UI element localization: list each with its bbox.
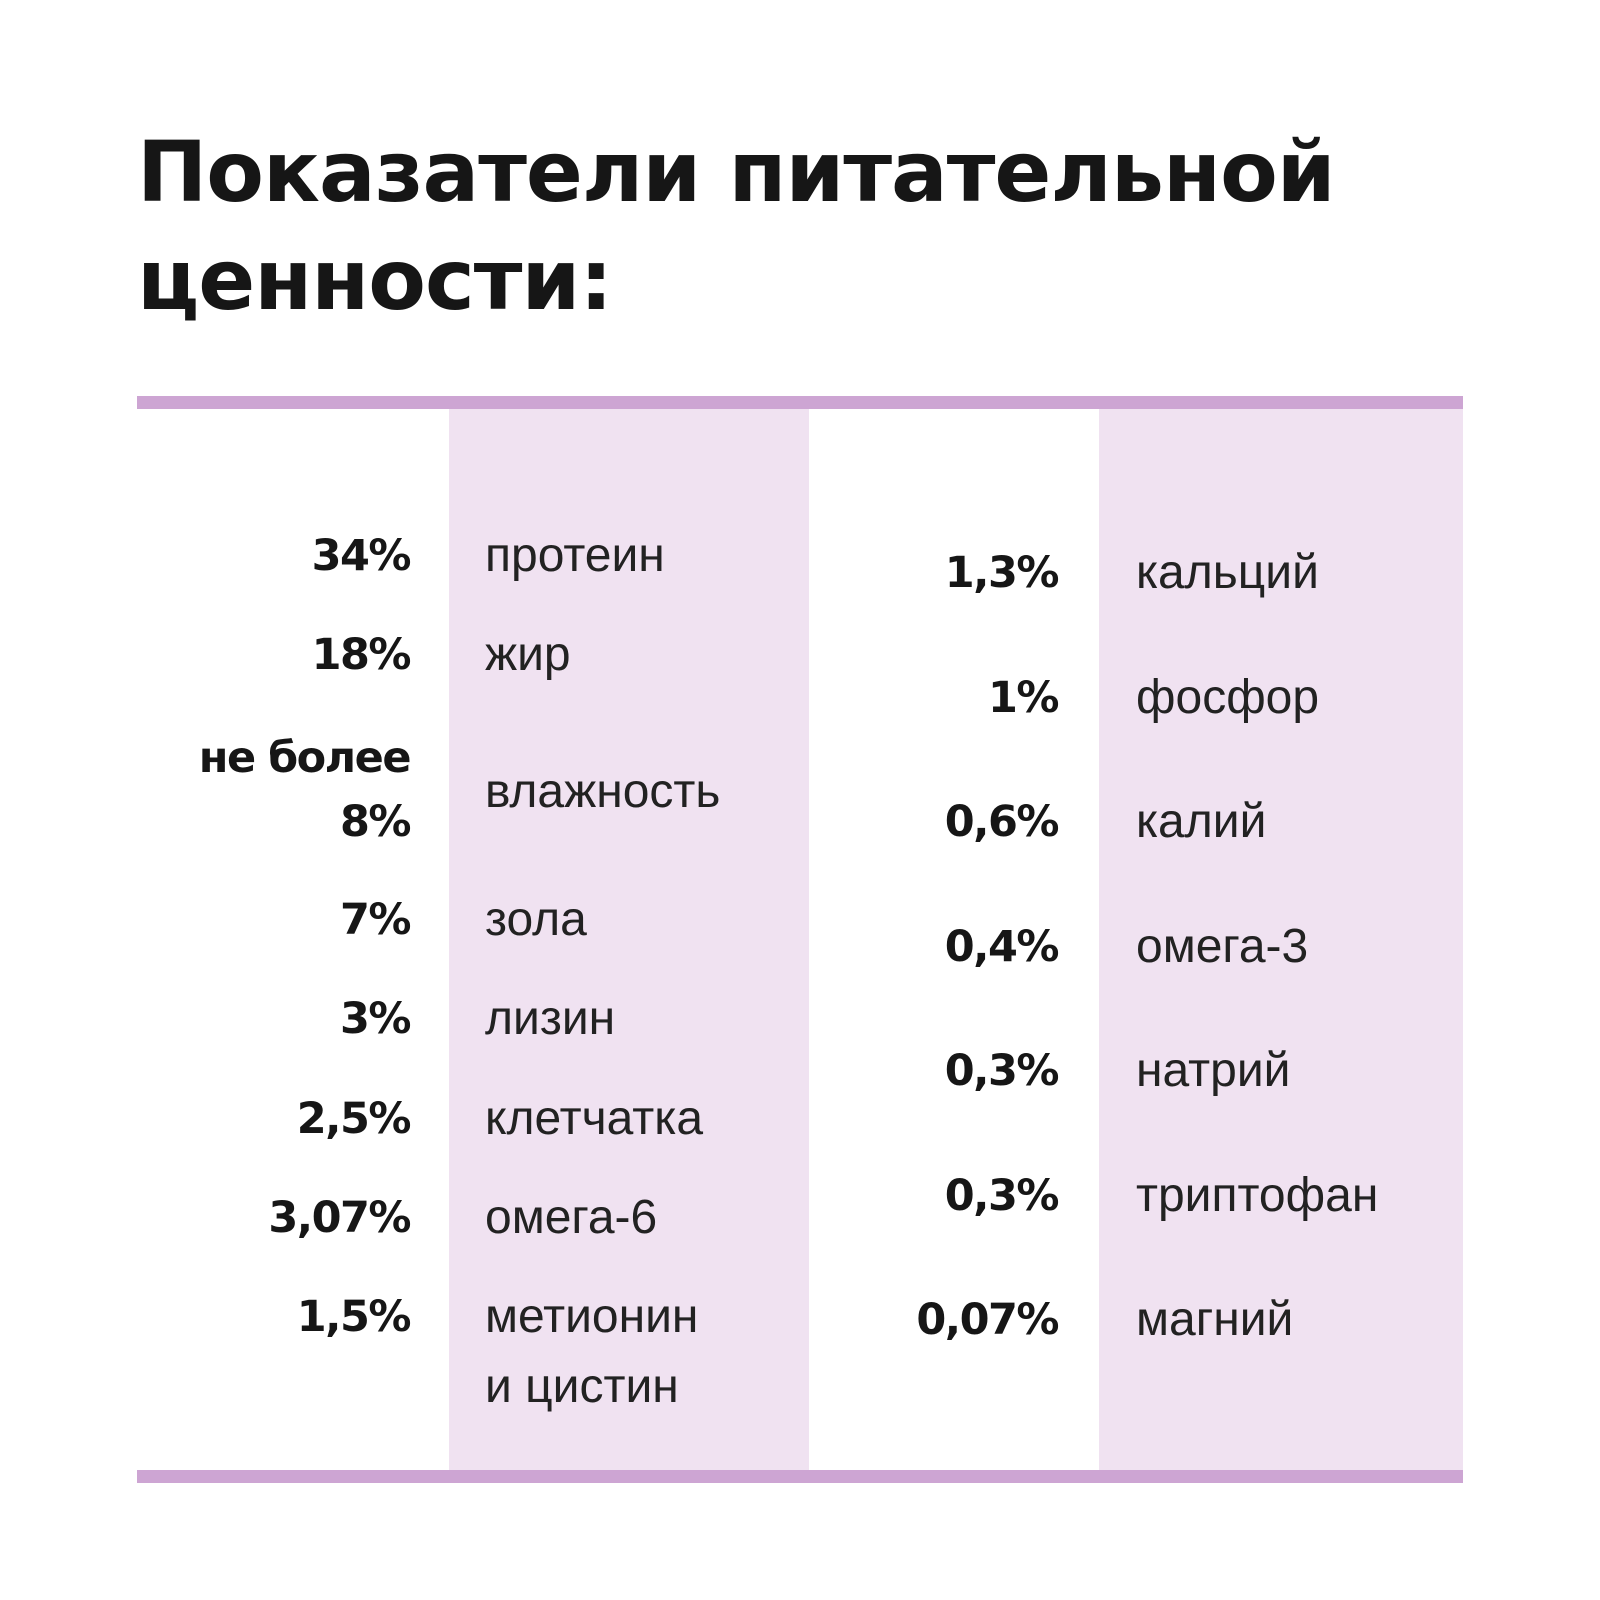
nutrient-value: 0,07% xyxy=(916,1295,1059,1345)
title-line-1: Показатели питательной xyxy=(137,123,1336,221)
nutrient-name: клетчатка xyxy=(485,1092,704,1145)
title-line-2: ценности: xyxy=(137,231,613,329)
nutrient-value: 2,5% xyxy=(296,1094,412,1144)
nutrient-value: 0,3% xyxy=(944,1171,1060,1221)
nutrient-name: метионин и цистин xyxy=(485,1282,698,1422)
nutrient-name: триптофан xyxy=(1136,1169,1379,1222)
nutrient-name: лизин xyxy=(485,992,616,1045)
nutrient-value: 3,07% xyxy=(268,1193,411,1243)
nutrient-value: 0,3% xyxy=(944,1046,1060,1096)
page-title: Показатели питательной ценности: xyxy=(137,118,1477,334)
nutrient-name: жир xyxy=(485,628,571,681)
nutrient-value: 0,4% xyxy=(944,922,1060,972)
nutrient-name-line-2: и цистин xyxy=(485,1360,679,1413)
nutrient-value: 7% xyxy=(339,895,412,945)
nutrient-name: магний xyxy=(1136,1293,1294,1346)
nutrient-value-line-2: 8% xyxy=(339,797,412,847)
nutrient-value: 3% xyxy=(339,994,412,1044)
nutrient-value: не более 8% xyxy=(100,726,412,854)
nutrient-value: 1,5% xyxy=(296,1292,412,1342)
top-divider xyxy=(137,396,1463,409)
nutrient-value: 18% xyxy=(311,630,412,680)
nutrient-value-line-1: не более xyxy=(198,733,412,783)
nutrient-name: омега-6 xyxy=(485,1191,658,1244)
nutrient-name: калий xyxy=(1136,795,1267,848)
nutrient-name: зола xyxy=(485,893,587,946)
bottom-divider xyxy=(137,1470,1463,1483)
nutrient-name: влажность xyxy=(485,765,721,818)
nutrient-value: 1% xyxy=(987,673,1060,723)
right-names-column-band xyxy=(1099,409,1463,1470)
nutrient-value: 34% xyxy=(311,531,412,581)
nutrient-name: натрий xyxy=(1136,1044,1291,1097)
nutrient-value: 0,6% xyxy=(944,797,1060,847)
nutrient-name: фосфор xyxy=(1136,671,1320,724)
nutrient-name: омега-3 xyxy=(1136,920,1309,973)
nutrient-value: 1,3% xyxy=(944,548,1060,598)
nutrient-name-line-1: метионин xyxy=(485,1290,699,1343)
nutrient-name: кальций xyxy=(1136,546,1319,599)
left-names-column-band xyxy=(449,409,809,1470)
nutrient-name: протеин xyxy=(485,529,665,582)
